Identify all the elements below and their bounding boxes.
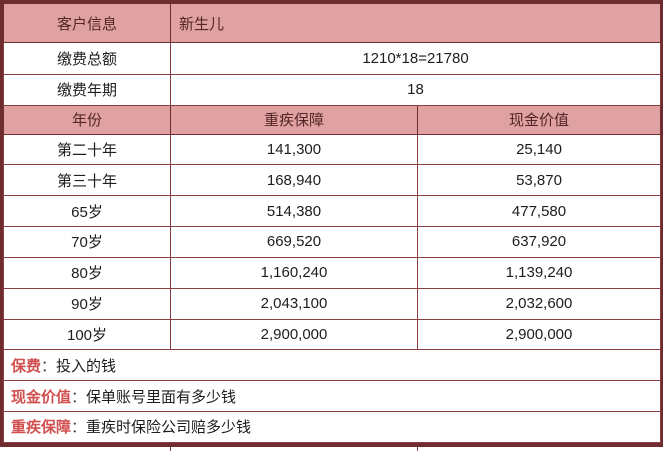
table-row: 90岁 2,043,100 2,032,600 xyxy=(3,287,662,320)
customer-info-label: 客户信息 xyxy=(3,2,171,44)
total-premium-value: 1210*18=21780 xyxy=(169,42,662,75)
year-cell: 100岁 xyxy=(3,318,171,351)
customer-info-header-row: 客户信息 新生儿 xyxy=(3,2,662,44)
coverage-cell: 141,300 xyxy=(170,133,418,166)
column-header-coverage: 重疾保障 xyxy=(170,104,418,135)
note-row-cash-value: 现金价值：保单账号里面有多少钱 xyxy=(2,380,662,412)
total-premium-row: 缴费总额 1210*18=21780 xyxy=(3,42,662,75)
column-header-cash-value: 现金价值 xyxy=(416,104,662,135)
total-premium-label: 缴费总额 xyxy=(3,42,171,75)
year-cell: 70岁 xyxy=(3,226,171,258)
column-header-year: 年份 xyxy=(3,104,171,135)
customer-type-value: 新生儿 xyxy=(169,2,662,44)
year-cell: 90岁 xyxy=(3,287,171,320)
cash-value-cell: 2,032,600 xyxy=(416,287,662,320)
year-cell: 第二十年 xyxy=(3,133,171,166)
cash-value-cell: 25,140 xyxy=(416,133,662,166)
note-term: 重疾保障 xyxy=(11,419,72,437)
note-definition: 保单账号里面有多少钱 xyxy=(86,388,237,406)
table-row: 100岁 2,900,000 2,900,000 xyxy=(3,318,662,351)
coverage-cell: 1,160,240 xyxy=(170,256,418,289)
cash-value-cell: 2,900,000 xyxy=(416,318,662,351)
benefit-table: 客户信息 新生儿 缴费总额 1210*18=21780 缴费年期 18 年份 重… xyxy=(2,2,662,444)
cash-value-cell: 477,580 xyxy=(416,195,662,228)
year-cell: 80岁 xyxy=(3,256,171,289)
coverage-cell: 2,900,000 xyxy=(170,318,418,351)
coverage-cell: 2,043,100 xyxy=(170,287,418,320)
coverage-cell: 669,520 xyxy=(170,226,418,258)
coverage-cell: 514,380 xyxy=(170,195,418,228)
note-definition: 重疾时保险公司赔多少钱 xyxy=(86,419,252,437)
table-row: 70岁 669,520 637,920 xyxy=(3,226,662,258)
note-row-premium: 保费：投入的钱 xyxy=(2,349,662,382)
table-row: 第三十年 168,940 53,870 xyxy=(3,164,662,197)
note-cell: 现金价值：保单账号里面有多少钱 xyxy=(2,380,662,412)
coverage-cell: 168,940 xyxy=(170,164,418,197)
column-divider-stub xyxy=(170,447,171,451)
table-row: 65岁 514,380 477,580 xyxy=(3,195,662,228)
table-row: 80岁 1,160,240 1,139,240 xyxy=(3,256,662,289)
year-cell: 65岁 xyxy=(3,195,171,228)
benefit-column-header-row: 年份 重疾保障 现金价值 xyxy=(3,104,662,135)
note-definition: 投入的钱 xyxy=(56,357,117,375)
column-divider-stub xyxy=(417,447,418,451)
cropped-next-row-strip xyxy=(0,447,663,451)
note-cell: 保费：投入的钱 xyxy=(2,349,662,382)
note-colon: ： xyxy=(41,357,57,375)
note-cell: 重疾保障：重疾时保险公司赔多少钱 xyxy=(2,410,662,444)
table-row: 第二十年 141,300 25,140 xyxy=(3,133,662,166)
payment-term-value: 18 xyxy=(169,73,662,106)
note-colon: ： xyxy=(71,419,87,437)
note-term: 现金价值 xyxy=(11,388,72,406)
note-colon: ： xyxy=(71,388,87,406)
cash-value-cell: 53,870 xyxy=(416,164,662,197)
payment-term-label: 缴费年期 xyxy=(3,73,171,106)
cash-value-cell: 637,920 xyxy=(416,226,662,258)
cash-value-cell: 1,139,240 xyxy=(416,256,662,289)
payment-term-row: 缴费年期 18 xyxy=(3,73,662,106)
note-term: 保费 xyxy=(11,357,42,375)
year-cell: 第三十年 xyxy=(3,164,171,197)
note-row-coverage: 重疾保障：重疾时保险公司赔多少钱 xyxy=(2,410,662,444)
